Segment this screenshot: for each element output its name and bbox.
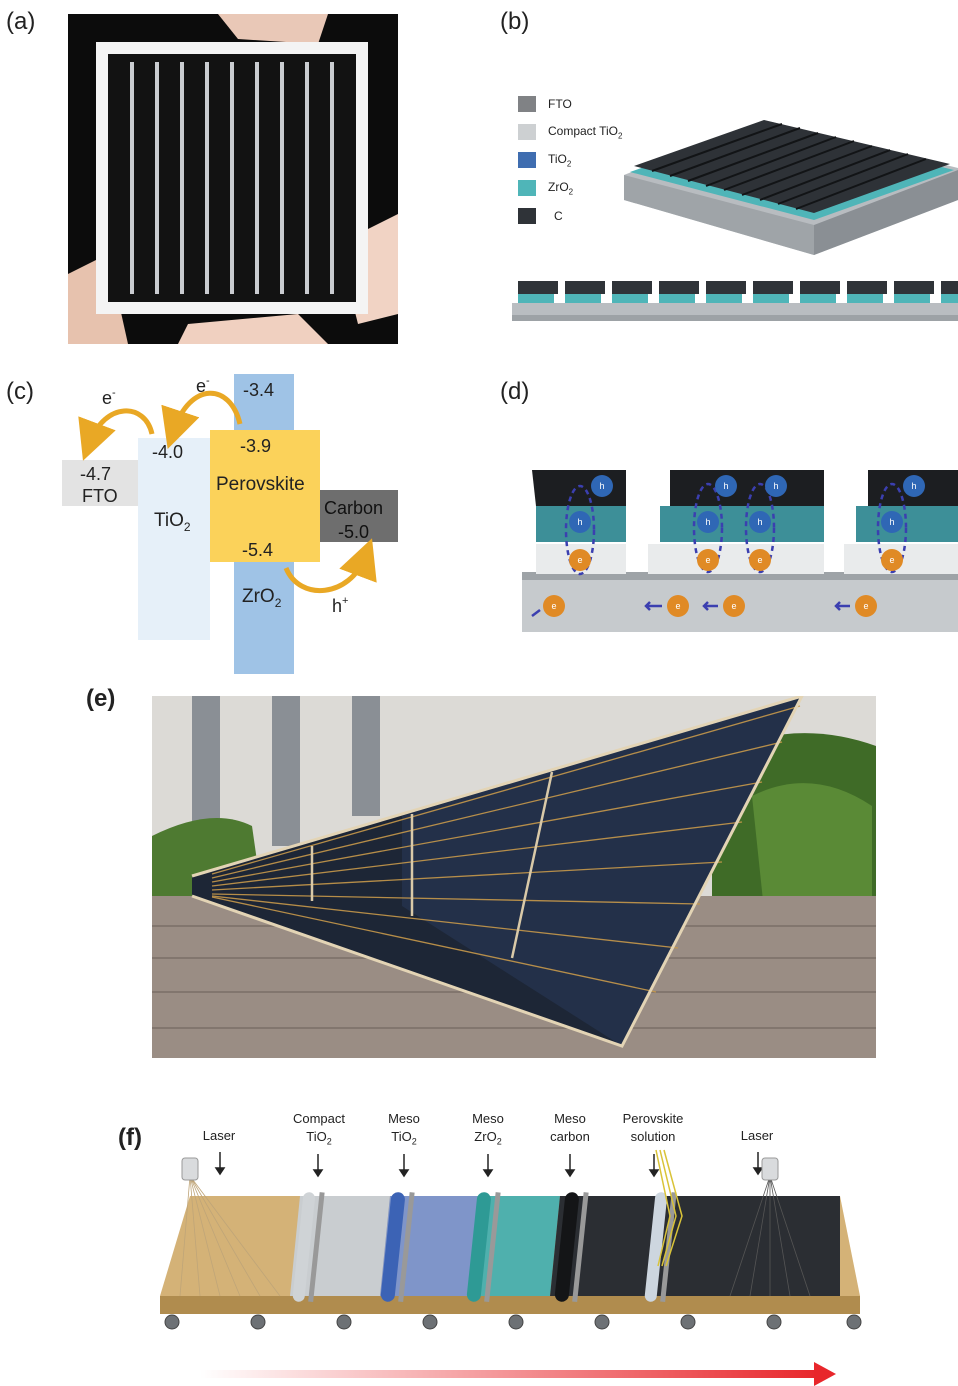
hole-label: h+ [332,595,348,616]
panel-d-charge-transport: h h h h h h h h e e e e e e e e [522,470,958,632]
legend-swatch-tio2 [518,152,536,168]
panel-e-label: (e) [86,685,116,712]
station-label-perovskite-solution: Perovskite solution [622,1111,684,1144]
panel-f-roll-to-roll-process [160,1149,862,1386]
panel-b-label: (b) [500,8,530,35]
svg-text:h: h [773,481,778,491]
svg-text:e: e [889,555,894,565]
svg-text:e: e [863,601,868,611]
station-label-compact-tio2: Compact TiO2 [292,1111,346,1147]
panel-e-solar-panels-photo [152,696,876,1058]
legend-item-tio2: TiO2 [518,146,648,174]
fto-box [62,460,140,506]
panel-a-label: (a) [6,8,36,35]
zro2-name: ZrO2 [242,586,282,610]
tio2-value: -4.0 [152,442,183,462]
svg-text:h: h [911,481,916,491]
electron-markers [543,549,903,617]
legend-swatch-carbon [518,208,536,224]
perovskite-top-value: -3.9 [240,436,271,456]
station-label-meso-tio2: Meso TiO2 [388,1111,420,1147]
electron-label-2: e- [196,375,210,396]
electron-label-1: e- [102,387,116,408]
svg-text:h: h [757,517,762,527]
tio2-name: TiO2 [154,510,191,534]
electron-arrow-1 [78,408,155,461]
hole-arrow [283,538,377,593]
station-label-meso-zro2: Meso ZrO2 [472,1111,504,1147]
panel-c-energy-diagram: e- e- -4.7 FTO -4.0 TiO2 -3.4 -3.9 Perov… [62,374,398,674]
panel-b-legend: FTO Compact TiO2 TiO2 ZrO2 C [518,90,648,230]
station-label-meso-carbon: Meso carbon [550,1111,590,1144]
carbon-value: -5.0 [338,522,369,542]
legend-item-fto: FTO [518,90,648,118]
legend-item-compact-tio2: Compact TiO2 [518,118,648,146]
legend-swatch-compact-tio2 [518,124,536,140]
carbon-box [320,490,398,542]
svg-text:h: h [599,481,604,491]
fto-value: -4.7 [80,464,111,484]
svg-text:e: e [705,555,710,565]
zro2-top-value: -3.4 [243,380,274,400]
panel-b-cross-section [512,281,958,321]
panel-c-label: (c) [6,378,34,405]
cell-stripes [130,62,334,294]
svg-text:e: e [731,601,736,611]
svg-text:h: h [705,517,710,527]
panel-d-label: (d) [500,378,530,405]
perovskite-box [210,430,320,562]
perovskite-bottom-value: -5.4 [242,540,273,560]
station-label-laser-2: Laser [740,1128,774,1143]
svg-text:e: e [675,601,680,611]
legend-swatch-fto [518,96,536,112]
svg-text:h: h [723,481,728,491]
svg-text:e: e [551,601,556,611]
legend-item-carbon: C [518,202,648,230]
hole-markers [569,475,925,533]
legend-swatch-zro2 [518,180,536,196]
svg-text:e: e [757,555,762,565]
carbon-name: Carbon [324,498,383,518]
process-direction-arrow [200,1370,820,1378]
svg-text:e: e [577,555,582,565]
electron-arrow-2 [161,390,243,449]
panel-f-label: (f) [118,1124,142,1151]
svg-text:h: h [889,517,894,527]
svg-text:h: h [577,517,582,527]
panel-a-photo-cell [68,14,398,344]
panel-b-module-3d [624,120,958,255]
fto-name: FTO [82,486,118,506]
perovskite-name: Perovskite [216,474,305,495]
legend-item-zro2: ZrO2 [518,174,648,202]
tio2-band [138,438,210,640]
station-label-laser-1: Laser [202,1128,236,1143]
